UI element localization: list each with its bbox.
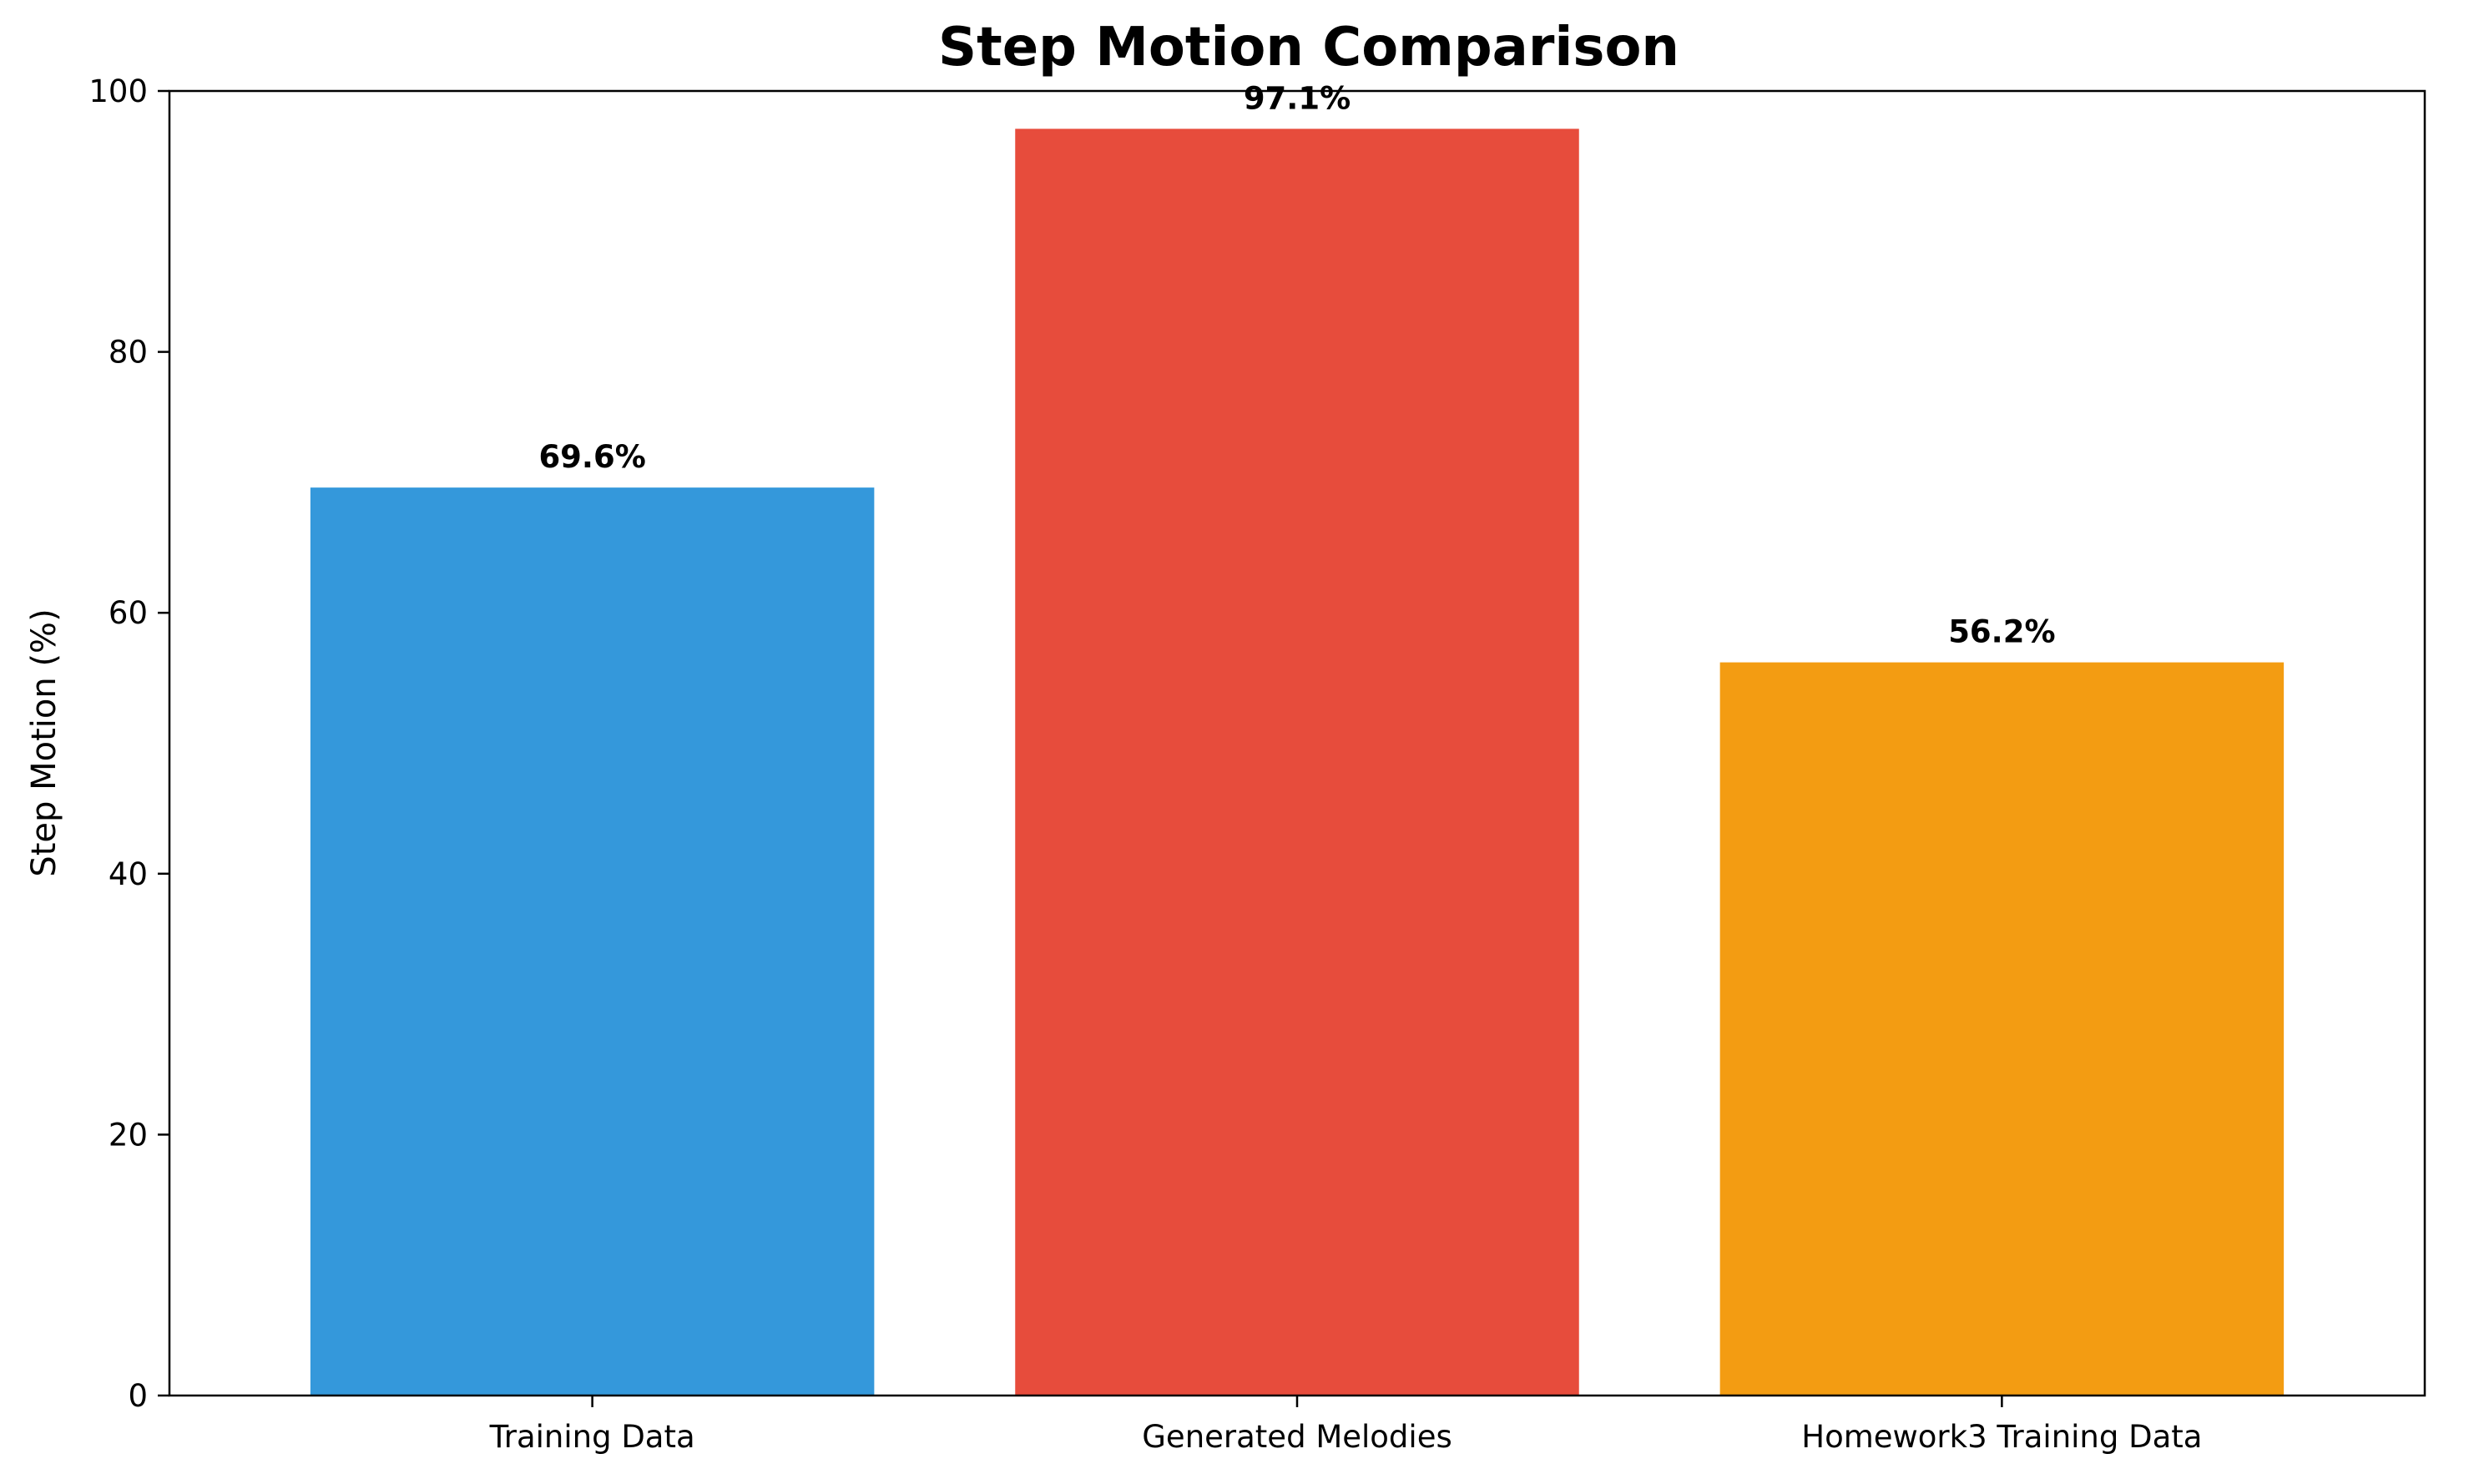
bar-2 bbox=[1719, 662, 2285, 1396]
y-tick-label-3: 60 bbox=[109, 595, 148, 631]
bar-0 bbox=[310, 487, 875, 1396]
bar-value-label-2: 56.2% bbox=[1948, 614, 2055, 650]
value-labels-layer: 69.6% 97.1% 56.2% bbox=[538, 80, 2055, 649]
x-axis-ticks: Training Data Generated Melodies Homework3… bbox=[489, 1396, 2202, 1455]
y-tick-label-4: 80 bbox=[109, 335, 148, 371]
plot-frame bbox=[168, 89, 2426, 1397]
y-axis-ticks: 0 20 40 60 80 100 bbox=[88, 73, 169, 1414]
bar-value-label-0: 69.6% bbox=[538, 439, 645, 475]
bars-layer bbox=[310, 129, 2285, 1396]
y-tick-label-2: 40 bbox=[109, 856, 148, 892]
y-tick-label-5: 100 bbox=[88, 73, 148, 109]
y-tick-label-0: 0 bbox=[128, 1378, 148, 1414]
x-tick-label-0: Training Data bbox=[489, 1419, 695, 1455]
x-tick-label-2: Homework3 Training Data bbox=[1801, 1419, 2202, 1455]
y-axis-label: Step Motion (%) bbox=[25, 608, 63, 876]
x-tick-label-1: Generated Melodies bbox=[1142, 1419, 1452, 1455]
bar-value-label-1: 97.1% bbox=[1244, 80, 1351, 116]
bar-1 bbox=[1015, 129, 1579, 1396]
chart-title: Step Motion Comparison bbox=[938, 17, 1679, 78]
y-tick-label-1: 20 bbox=[109, 1117, 148, 1153]
